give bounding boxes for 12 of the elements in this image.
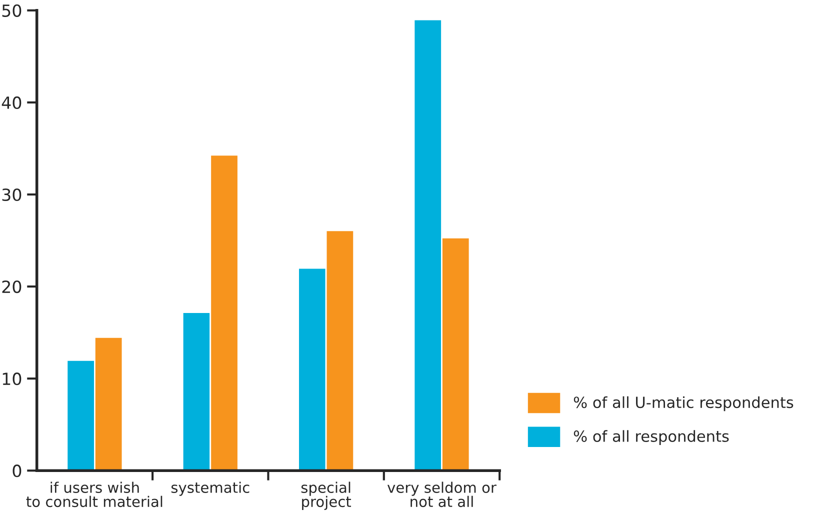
y-tick-label: 30 (2, 188, 22, 202)
y-tick-label: 20 (2, 280, 22, 294)
x-tick-label: if users wish to consult material (26, 482, 162, 508)
x-tick-label: special project (301, 482, 352, 510)
y-tick-label: 40 (2, 96, 22, 110)
x-tick-label: systematic (171, 482, 250, 496)
x-tick-label: very seldom or not at all (387, 482, 496, 508)
y-tick-label: 10 (2, 372, 22, 386)
legend-label: % of all respondents (574, 430, 729, 445)
legend-label: % of all U-matic respondents (574, 396, 794, 412)
y-tick-label: 0 (12, 464, 22, 478)
y-tick-label: 50 (2, 4, 22, 17)
